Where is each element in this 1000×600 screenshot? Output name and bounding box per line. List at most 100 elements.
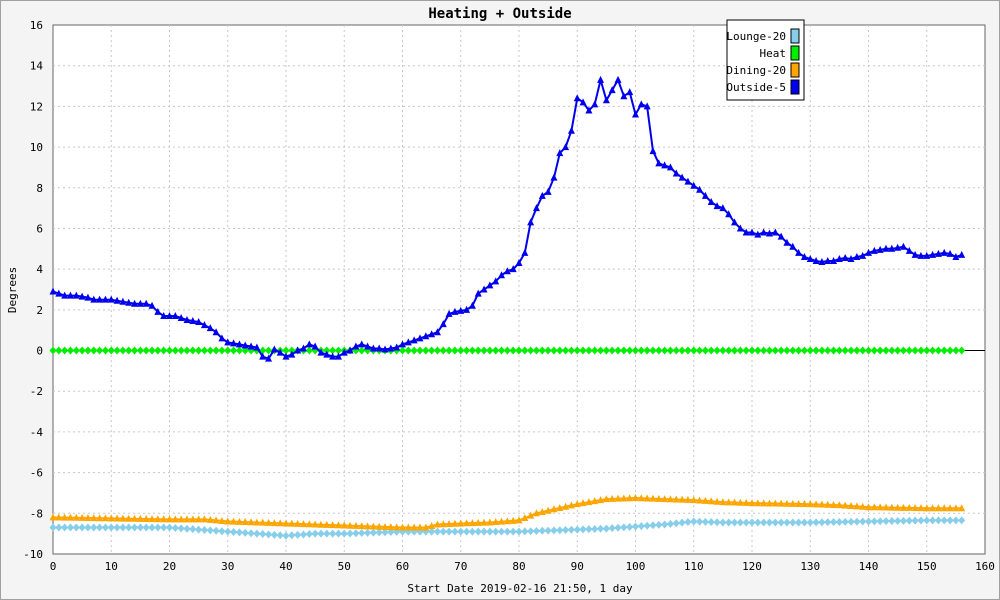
- data-point: [107, 346, 115, 355]
- data-point: [212, 346, 220, 355]
- data-point: [800, 346, 808, 355]
- data-point: [224, 338, 232, 346]
- y-axis-label: Degrees: [6, 267, 19, 313]
- data-point: [90, 523, 98, 532]
- legend-swatch: [790, 28, 800, 44]
- data-point: [678, 495, 686, 503]
- data-point: [835, 254, 843, 262]
- data-point: [550, 346, 558, 355]
- data-point: [824, 500, 832, 508]
- data-point: [433, 346, 441, 355]
- data-point: [515, 527, 523, 536]
- data-point: [917, 504, 925, 512]
- data-point: [218, 346, 226, 355]
- data-point: [235, 346, 243, 355]
- data-point: [870, 503, 878, 511]
- data-point: [777, 232, 785, 240]
- data-point: [334, 521, 342, 529]
- data-point: [463, 305, 471, 313]
- data-point: [428, 527, 436, 536]
- data-point: [713, 518, 721, 527]
- data-point: [795, 346, 803, 355]
- data-point: [894, 503, 902, 511]
- data-point: [713, 346, 721, 355]
- data-point: [835, 517, 843, 526]
- data-point: [515, 346, 523, 355]
- data-point: [806, 518, 814, 527]
- data-point: [474, 289, 482, 297]
- data-point: [369, 528, 377, 537]
- data-point: [136, 514, 144, 522]
- data-point: [358, 529, 366, 538]
- data-point: [445, 346, 453, 355]
- data-point: [556, 526, 564, 535]
- data-point: [498, 271, 506, 279]
- data-point: [573, 525, 581, 534]
- data-point: [830, 500, 838, 508]
- data-point: [824, 346, 832, 355]
- data-point: [212, 516, 220, 524]
- data-point: [899, 346, 907, 355]
- data-point: [125, 523, 133, 532]
- data-point: [61, 523, 69, 532]
- data-point: [847, 346, 855, 355]
- data-point: [323, 529, 331, 538]
- legend-label: Dining-20: [726, 64, 786, 77]
- data-point: [113, 514, 121, 522]
- data-point: [334, 352, 342, 360]
- data-point: [888, 244, 896, 252]
- data-point: [550, 505, 558, 513]
- data-point: [55, 513, 63, 521]
- chart-title: Heating + Outside: [428, 6, 571, 22]
- data-point: [830, 518, 838, 527]
- data-point: [241, 528, 249, 537]
- data-point: [923, 516, 931, 525]
- data-point: [655, 346, 663, 355]
- data-point: [55, 523, 63, 532]
- data-point: [55, 346, 63, 355]
- data-point: [90, 346, 98, 355]
- data-point: [142, 523, 150, 532]
- data-point: [684, 518, 692, 527]
- data-point: [666, 495, 674, 503]
- data-point: [66, 513, 74, 521]
- data-point: [171, 515, 179, 523]
- data-point: [503, 527, 511, 536]
- data-point: [183, 346, 191, 355]
- data-point: [894, 243, 902, 251]
- data-point: [643, 494, 651, 502]
- data-point: [521, 527, 529, 536]
- data-point: [468, 346, 476, 355]
- data-point: [859, 502, 867, 510]
- data-point: [696, 517, 704, 526]
- data-point: [579, 525, 587, 534]
- data-point: [632, 494, 639, 502]
- data-point: [451, 519, 459, 527]
- data-point: [579, 346, 587, 355]
- data-point: [591, 524, 599, 533]
- data-point: [340, 529, 348, 538]
- data-point: [317, 529, 325, 538]
- x-tick-label: 40: [279, 560, 292, 573]
- data-point: [166, 515, 173, 523]
- data-point: [66, 291, 74, 299]
- data-point: [288, 350, 296, 358]
- data-point: [78, 513, 86, 521]
- data-point: [696, 185, 704, 193]
- data-point: [131, 299, 139, 307]
- data-point: [241, 346, 249, 355]
- data-point: [416, 334, 424, 342]
- data-point: [806, 346, 814, 355]
- data-point: [690, 517, 698, 526]
- data-point: [200, 525, 208, 534]
- data-point: [294, 530, 302, 539]
- data-point: [451, 527, 459, 536]
- data-point: [649, 147, 657, 155]
- data-point: [573, 346, 581, 355]
- data-point: [835, 501, 843, 509]
- data-point: [731, 498, 739, 506]
- data-point: [492, 346, 500, 355]
- data-point: [946, 249, 954, 257]
- data-point: [754, 499, 762, 507]
- data-point: [253, 529, 261, 538]
